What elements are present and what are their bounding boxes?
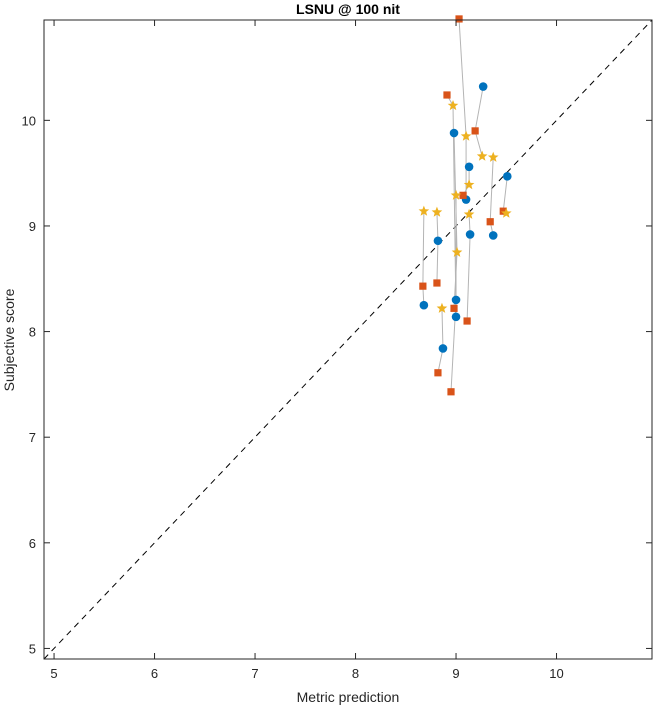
circle-marker: [478, 82, 488, 91]
star-marker: [436, 302, 448, 313]
star-marker: [463, 208, 475, 219]
circle-marker: [451, 312, 461, 322]
circle-marker: [438, 344, 448, 353]
star-marker: [500, 207, 512, 218]
square-marker: [433, 279, 441, 287]
x-axis-label: Metric prediction: [297, 689, 400, 705]
circle-marker: [464, 162, 474, 172]
square-marker: [463, 317, 471, 325]
square-marker: [459, 191, 467, 199]
circle-marker: [433, 236, 443, 246]
y-tick-label: 8: [29, 325, 36, 340]
x-tick-label: 7: [251, 666, 258, 681]
x-tick-label: 9: [452, 666, 459, 681]
x-tick-label: 5: [50, 666, 57, 681]
circle-marker: [449, 128, 459, 138]
y-tick-label: 5: [29, 641, 36, 656]
star-marker: [487, 151, 499, 162]
circle-marker: [419, 300, 429, 310]
square-marker: [419, 282, 427, 290]
y-tick-label: 6: [29, 536, 36, 551]
star-marker: [431, 206, 443, 217]
star-marker: [418, 205, 430, 216]
star-marker: [476, 150, 488, 161]
data-points: [418, 15, 512, 396]
x-tick-label: 6: [151, 666, 158, 681]
circle-marker: [451, 295, 461, 305]
plot-frame: [43, 19, 653, 660]
circle-marker: [488, 231, 498, 240]
y-ticks: 5 6 7 8 9 10: [22, 113, 652, 656]
y-tick-label: 10: [22, 113, 36, 128]
circle-marker: [465, 230, 475, 239]
star-marker: [447, 99, 459, 111]
chart-title: LSNU @ 100 nit: [296, 1, 400, 17]
square-marker: [434, 369, 442, 377]
square-marker: [455, 15, 463, 23]
circle-marker: [502, 172, 512, 181]
y-tick-label: 9: [29, 219, 36, 234]
square-marker: [499, 207, 507, 215]
square-marker: [471, 127, 479, 135]
star-marker: [450, 189, 462, 200]
x-tick-label: 10: [549, 666, 563, 681]
square-marker: [450, 304, 458, 312]
square-marker: [486, 218, 494, 226]
y-axis-label: Subjective score: [1, 288, 17, 391]
reference-line: [43, 19, 653, 660]
square-marker: [447, 388, 455, 396]
star-marker: [463, 179, 475, 190]
x-ticks: 5 6 7 8 9 10: [50, 20, 564, 681]
x-tick-label: 8: [352, 666, 359, 681]
star-marker: [460, 130, 472, 141]
square-marker: [443, 91, 451, 99]
star-marker: [451, 246, 463, 257]
y-tick-label: 7: [29, 430, 36, 445]
